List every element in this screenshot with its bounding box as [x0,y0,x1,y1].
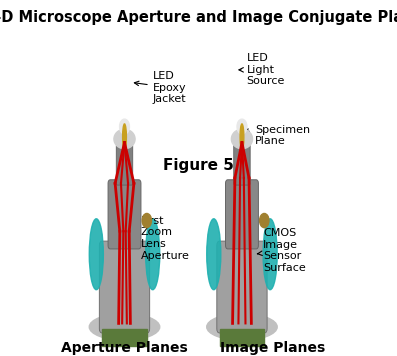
Ellipse shape [207,314,277,340]
Text: Specimen
Plane: Specimen Plane [244,125,310,146]
Ellipse shape [142,214,152,227]
Text: Aperture Planes: Aperture Planes [61,341,188,355]
Ellipse shape [119,119,129,134]
Text: LED
Light
Source: LED Light Source [239,53,285,87]
FancyBboxPatch shape [108,180,141,249]
Text: LED
Epoxy
Jacket: LED Epoxy Jacket [134,71,186,104]
Text: MIC-D Microscope Aperture and Image Conjugate Planes: MIC-D Microscope Aperture and Image Conj… [0,10,397,25]
Text: CMOS
Image
Sensor
Surface: CMOS Image Sensor Surface [257,228,306,273]
Ellipse shape [237,119,247,134]
Ellipse shape [114,129,135,149]
Text: Image Planes: Image Planes [220,341,325,355]
FancyBboxPatch shape [225,180,258,249]
FancyBboxPatch shape [234,144,250,185]
FancyBboxPatch shape [99,241,150,333]
Ellipse shape [89,314,160,340]
Ellipse shape [231,129,252,149]
FancyBboxPatch shape [116,144,133,185]
Ellipse shape [240,124,244,151]
Text: First
Zoom
Lens
Aperture: First Zoom Lens Aperture [126,216,190,261]
Text: Figure 5: Figure 5 [163,158,234,173]
Ellipse shape [207,219,221,290]
FancyBboxPatch shape [217,241,267,333]
Ellipse shape [263,219,277,290]
Bar [102,329,147,346]
Ellipse shape [260,214,269,227]
Ellipse shape [123,124,126,151]
Bar [220,329,264,346]
Ellipse shape [146,219,160,290]
Ellipse shape [89,219,103,290]
